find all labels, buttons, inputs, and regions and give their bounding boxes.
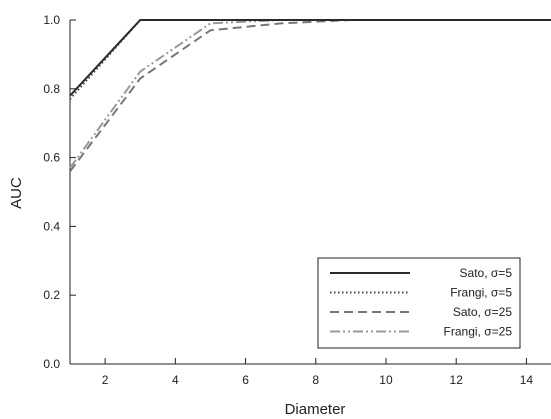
legend-label-4: Frangi, σ=25 — [444, 325, 513, 339]
y-axis-ticks: 0.0 0.2 0.4 0.6 0.8 1.0 — [43, 13, 76, 371]
series-lines — [69, 19, 551, 173]
x-tick-label: 10 — [379, 373, 393, 387]
legend-label-3: Sato, σ=25 — [453, 305, 512, 319]
legend-items: Sato, σ=5 Frangi, σ=5 Sato, σ=25 Frangi, σ=… — [330, 266, 512, 339]
x-tick-label: 6 — [242, 373, 249, 387]
series-line-1 — [69, 19, 551, 97]
y-tick-label: 0.8 — [43, 82, 60, 96]
y-tick-label: 0.2 — [43, 288, 60, 302]
legend-label-2: Frangi, σ=5 — [450, 286, 512, 300]
legend: Sato, σ=5 Frangi, σ=5 Sato, σ=25 Frangi, σ=… — [317, 257, 521, 349]
series-line-2 — [69, 19, 551, 100]
x-tick-label: 12 — [450, 373, 464, 387]
y-tick-label: 0.4 — [43, 219, 60, 233]
x-tick-label: 14 — [520, 373, 534, 387]
x-axis-label: Diameter — [285, 401, 346, 418]
x-tick-label: 8 — [312, 373, 319, 387]
series-line-3 — [69, 19, 551, 173]
plot-area: 0.0 0.2 0.4 0.6 0.8 1.0 2 4 6 8 10 12 14 — [43, 13, 551, 387]
legend-label-1: Sato, σ=5 — [460, 266, 513, 280]
x-tick-label: 4 — [172, 373, 179, 387]
y-axis-label: AUC — [8, 177, 25, 209]
y-tick-label: 0.6 — [43, 151, 60, 165]
y-tick-label: 1.0 — [43, 13, 60, 27]
y-tick-label: 0.0 — [43, 357, 60, 371]
series-line-4 — [69, 19, 551, 169]
x-tick-label: 2 — [102, 373, 109, 387]
x-axis-ticks: 2 4 6 8 10 12 14 — [102, 358, 534, 387]
